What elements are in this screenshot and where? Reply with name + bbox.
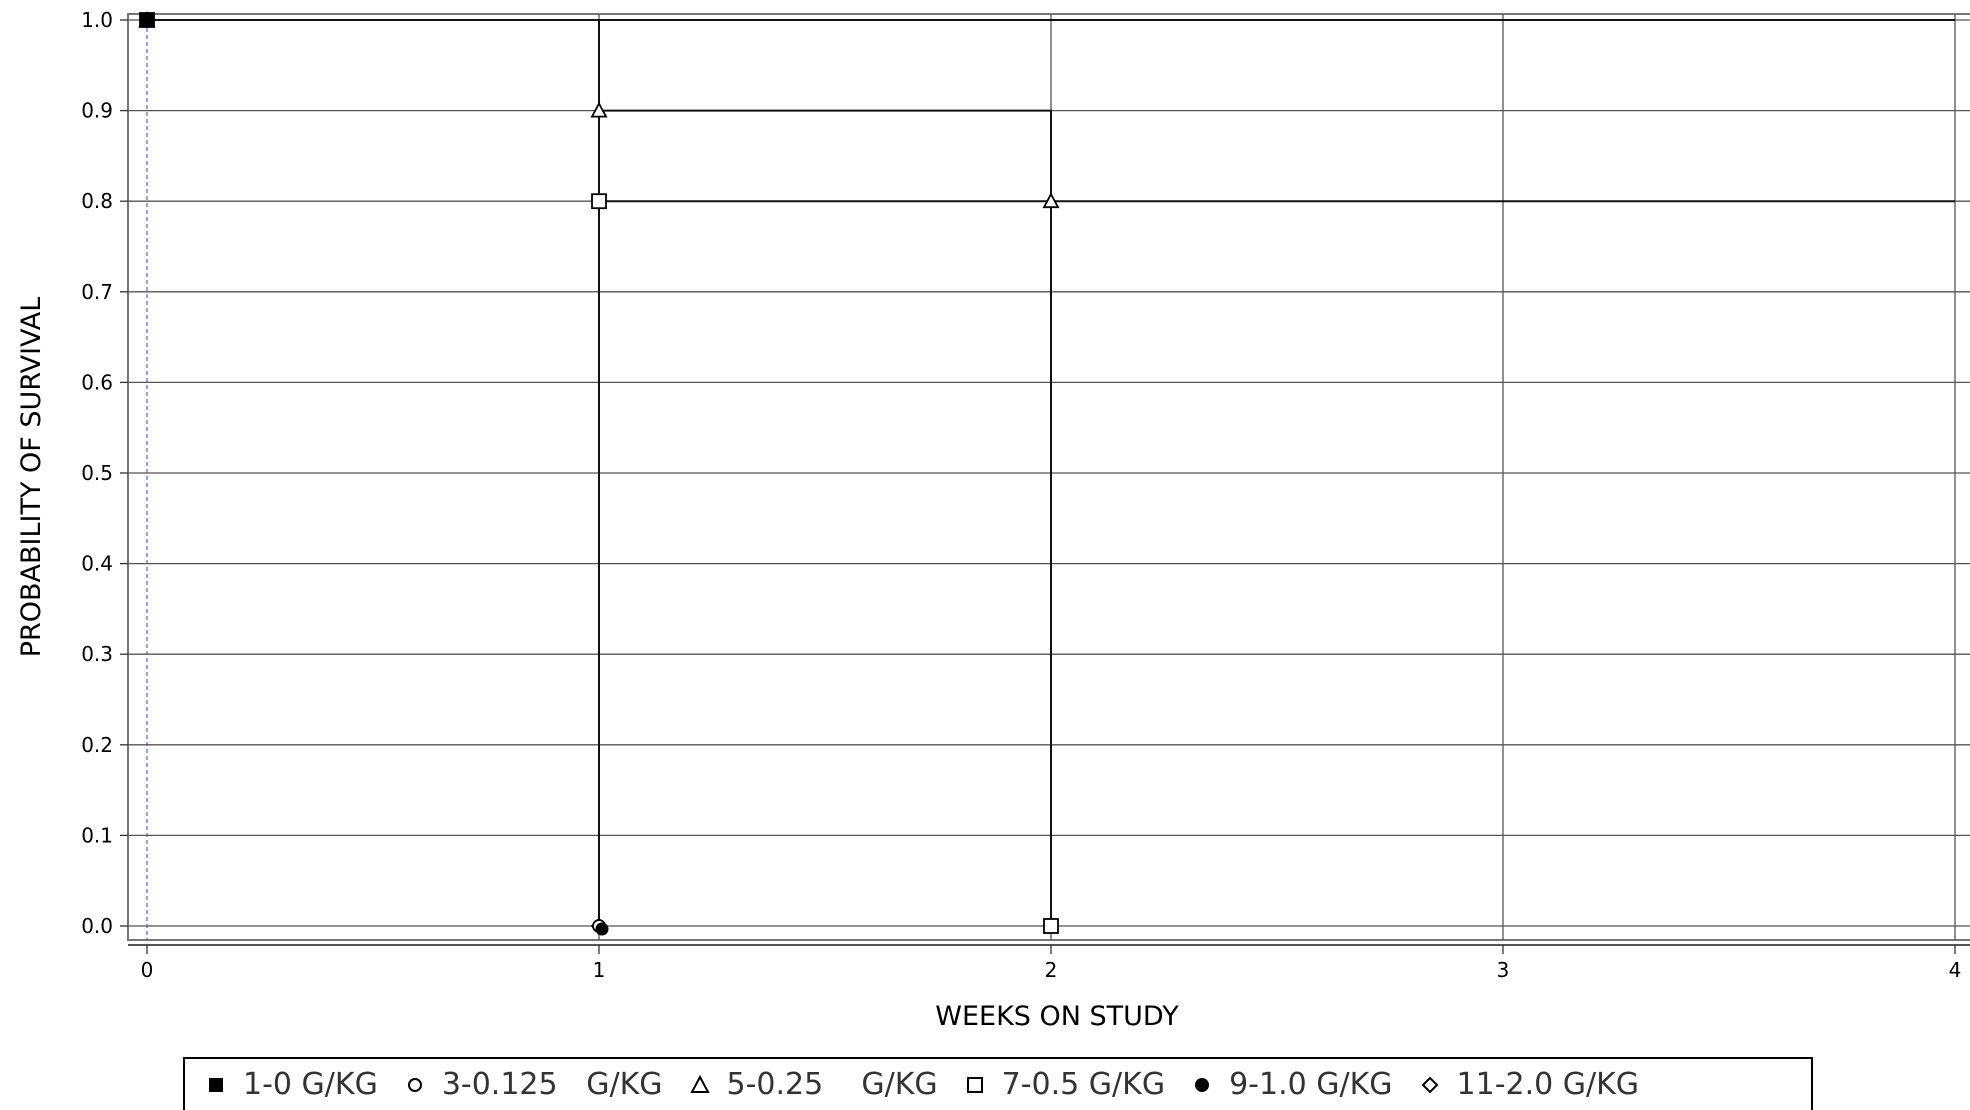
legend-label: 3-0.125 G/KG (441, 1067, 663, 1102)
legend-marker-filled-square-icon (203, 1072, 229, 1098)
marker-open-triangle (1042, 192, 1060, 209)
x-tick-label: 2 (1045, 958, 1058, 982)
x-tick-label: 0 (141, 958, 154, 982)
legend-label: 9-1.0 G/KG (1229, 1067, 1393, 1102)
x-axis-ticks: 0 1 2 3 4 (128, 944, 1970, 982)
y-axis-title: PROBABILITY OF SURVIVAL (16, 297, 47, 658)
grid (128, 14, 1970, 940)
x-axis-title: WEEKS ON STUDY (935, 1001, 1179, 1032)
legend-marker-open-diamond-icon (1417, 1072, 1443, 1098)
x-tick-label: 1 (593, 958, 606, 982)
marker-open-square (591, 193, 607, 210)
legend-marker-open-square-icon (962, 1072, 988, 1098)
legend-item: 1-0 G/KG (203, 1067, 378, 1102)
marker-filled-circle (595, 922, 609, 936)
legend-item: 5-0.25 G/KG (687, 1067, 938, 1102)
y-tick-label: 0.6 (81, 370, 113, 394)
y-tick-label: 0.1 (81, 823, 113, 847)
marker-open-triangle (590, 101, 608, 118)
x-tick-label: 3 (1497, 958, 1510, 982)
plot-frame (127, 13, 1970, 941)
marker-open-square (1043, 918, 1059, 934)
legend-item: 3-0.125 G/KG (402, 1067, 663, 1102)
y-tick-label: 0.5 (81, 461, 113, 485)
legend-item: 7-0.5 G/KG (962, 1067, 1165, 1102)
legend: 1-0 G/KG 3-0.125 G/KG 5-0.25 G/KG 7-0.5 G/K… (183, 1057, 1813, 1110)
y-tick-label: 1.0 (81, 8, 113, 32)
legend-label: 5-0.25 G/KG (726, 1067, 938, 1102)
y-tick-label: 0.8 (81, 189, 113, 213)
series-line (147, 19, 600, 926)
legend-item: 9-1.0 G/KG (1189, 1067, 1393, 1102)
x-tick-label: 4 (1949, 958, 1962, 982)
y-tick-label: 0.2 (81, 733, 113, 757)
legend-label: 1-0 G/KG (243, 1067, 378, 1102)
y-tick-label: 0.4 (81, 552, 113, 576)
y-tick-label: 0.3 (81, 642, 113, 666)
marker-filled-square (139, 12, 155, 28)
markers (138, 11, 1060, 936)
legend-label: 11-2.0 G/KG (1456, 1067, 1640, 1102)
y-tick-label: 0.0 (81, 914, 113, 938)
y-tick-label: 0.7 (81, 280, 113, 304)
plot-border (127, 13, 1970, 941)
legend-item: 11-2.0 G/KG (1417, 1067, 1640, 1102)
legend-marker-open-triangle-icon (687, 1072, 713, 1098)
legend-marker-open-circle-icon (402, 1072, 428, 1098)
legend-label: 7-0.5 G/KG (1001, 1067, 1166, 1102)
y-axis-ticks: 0.0 0.1 0.2 0.3 0.4 0.5 0.6 0.7 0.8 0.9 1.0 (81, 8, 128, 938)
legend-marker-filled-circle-icon (1189, 1072, 1215, 1098)
y-tick-label: 0.9 (81, 99, 113, 123)
